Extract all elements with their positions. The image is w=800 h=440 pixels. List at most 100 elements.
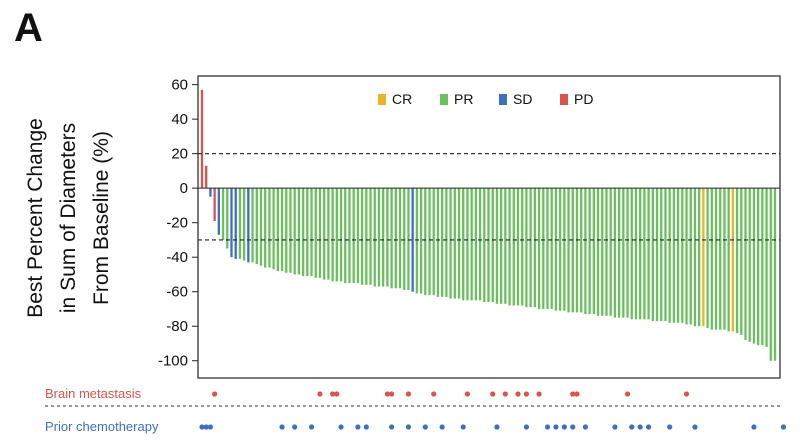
bar-pr [639,188,642,320]
brain-metastasis-dot [384,391,390,397]
bar-pr [723,188,726,330]
bar-pr [622,188,625,318]
bar-pr [221,188,225,240]
bar-pr [432,188,435,296]
prior-chemotherapy-dot [460,424,466,430]
bar-pr [512,188,515,306]
bar-sd [247,188,250,263]
bar-pr [344,188,347,284]
bar-pr [550,188,553,309]
y-axis-label-line-2: in Sum of Diameters [57,123,80,313]
reference-lines [198,153,780,241]
brain-metastasis-dot [536,391,542,397]
prior-chemotherapy-dot [637,424,643,430]
legend-label-pr: PR [454,91,473,107]
bar-pr [238,188,242,259]
bar-sd [234,188,237,259]
brain-metastasis-dot [624,391,631,397]
bar-pr [348,188,351,284]
bar-pr [516,188,520,306]
legend-swatch-pd [560,94,568,105]
bar-pr [756,188,760,346]
bar-pr [735,188,739,334]
bar-pr [655,188,659,322]
prior-chemotherapy-dot [582,424,589,430]
bar-pr [508,188,511,306]
bar-pd [200,89,204,189]
bar-pr [588,188,591,315]
bar-pr [504,188,507,304]
brain-metastasis-dot [574,391,580,397]
bar-pr [596,188,600,316]
prior-chemotherapy-dot [494,424,500,430]
bar-sd [411,188,414,292]
bar-pr [554,188,558,311]
y-axis-label-line-1: Best Percent Change [24,118,47,318]
prior-chemotherapy-dot [338,424,344,430]
y-axis-ticks: 60 40 20 0 -20 -40 -60 -80 -100 [158,77,198,370]
prior-chemotherapy-dot [561,424,567,430]
bar-pr [537,188,541,309]
y-tick-label: -20 [166,215,188,232]
bar-pd [205,165,208,189]
prior-chemotherapy-dot [422,424,428,430]
bar-pr [761,188,764,346]
prior-chemotherapy-dot [363,424,369,430]
bar-pr [306,188,309,277]
prior-chemotherapy-dot [292,424,298,430]
bar-pr [660,188,663,322]
bar-pr [521,188,524,306]
plot-frame [197,75,781,379]
bar-pr [356,188,360,284]
panel-label: A [14,6,43,50]
bar-pr [634,188,638,320]
prior-chemotherapy-dot [780,424,787,430]
bar-pr [453,188,456,299]
brain-metastasis-label: Brain metastasis [45,386,142,401]
bar-pr [251,188,254,263]
bar-pr [264,188,267,268]
bar-pr [441,188,444,297]
bar-pr [542,188,545,309]
bar-pr [424,188,427,296]
bar-pr [727,188,730,332]
bar-pr [651,188,654,322]
prior-chemotherapy-dot [199,424,205,430]
bar-pr [407,188,410,290]
prior-chemotherapy-dot [692,424,698,430]
bar-pr [748,188,751,342]
bar-pr [626,188,629,318]
bar-pr [466,188,469,301]
bar-pr [255,188,258,265]
bar-pr [563,188,566,311]
bar-pr [314,188,317,278]
bar-pr [365,188,368,285]
brain-metastasis-dot [334,391,340,397]
prior-chemotherapy-dot [389,424,395,430]
prior-chemotherapy-dot [751,424,757,430]
bar-pr [643,188,646,320]
bar-pr [668,188,671,323]
brain-metastasis-dot [570,391,576,397]
bar-pr [339,188,343,282]
bar-pr [259,188,263,266]
prior-chemotherapy-dot [405,424,412,430]
y-tick-label: 60 [171,77,188,94]
brain-metastasis-dot [431,391,437,397]
bar-sd [217,188,221,235]
bar-pr [483,188,486,303]
bar-pr [360,188,364,285]
bar-pr [386,188,389,287]
bar-pr [605,188,608,316]
bar-pr [546,188,549,309]
bar-pr [752,188,756,344]
bar-sd [230,188,233,258]
bar-pd [213,188,216,221]
bar-pr [226,188,229,249]
bar-pr [617,188,621,318]
bar-pr [470,188,473,301]
brain-metastasis-dot [490,391,496,397]
bar-pr [681,188,684,323]
bar-pr [268,188,271,268]
